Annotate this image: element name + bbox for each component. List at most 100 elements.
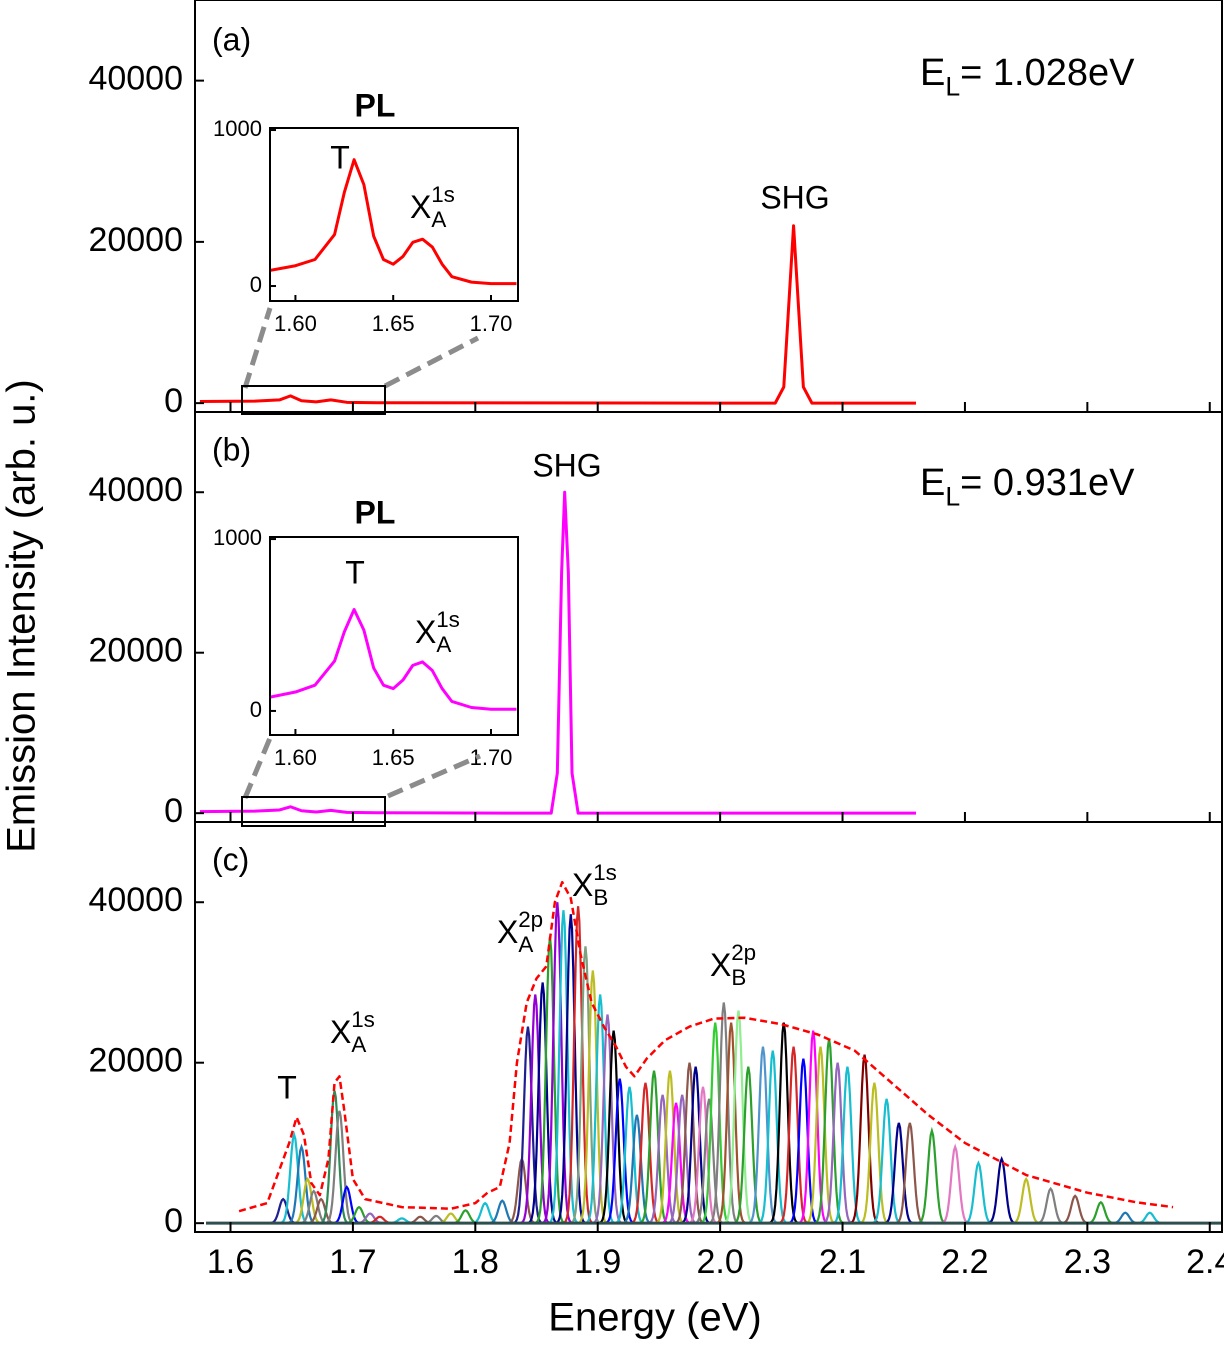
- plot-background: [270, 128, 518, 301]
- zoom-box: [241, 385, 386, 415]
- peak: [658, 1102, 694, 1225]
- annotation: (b): [212, 431, 251, 467]
- annotation-sup: 1s: [431, 182, 455, 207]
- inset-title: PL: [355, 87, 396, 123]
- peak: [830, 1066, 865, 1225]
- x-tick-label: 2.3: [1064, 1243, 1111, 1281]
- annotation: T: [345, 554, 365, 590]
- y-tick-label: 20000: [88, 221, 183, 259]
- peak: [678, 1066, 713, 1225]
- y-tick-label: 1000: [213, 525, 262, 550]
- annotation-base: E: [920, 52, 945, 94]
- annotation-sub: B: [731, 965, 746, 990]
- peak: [602, 1078, 637, 1225]
- y-tick-label: 0: [250, 697, 262, 722]
- x-tick-label: 1.60: [274, 311, 317, 336]
- y-tick-label: 0: [164, 792, 183, 830]
- peak: [713, 1022, 749, 1225]
- x-tick-label: 1.65: [372, 311, 415, 336]
- zoom-line: [383, 335, 480, 389]
- annotation-sub: L: [945, 71, 960, 101]
- annotation-sub: L: [945, 481, 960, 511]
- y-tick-label: 0: [164, 382, 183, 420]
- zoom-guides: [242, 307, 481, 799]
- peak: [685, 1086, 721, 1225]
- peak: [755, 1050, 790, 1225]
- annotation: EL= 1.028eV: [920, 52, 1135, 101]
- x-tick-label: 2.2: [941, 1243, 988, 1281]
- peak: [575, 970, 611, 1225]
- zoom-line: [387, 753, 481, 799]
- panel: 0 20000 40000 Emission Intensity (arb. u.) (…: [0, 379, 1223, 853]
- x-tick-label: 1.8: [452, 1243, 499, 1281]
- peak: [665, 1094, 700, 1225]
- y-tick-label: 40000: [88, 471, 183, 509]
- peak: [645, 1094, 680, 1225]
- annotation-sup: 1s: [436, 607, 460, 632]
- peak: [628, 1082, 663, 1225]
- peak: [582, 994, 618, 1225]
- y-tick-label: 1000: [213, 116, 262, 141]
- x-tick-label: 1.9: [574, 1243, 621, 1281]
- line: [270, 158, 517, 286]
- y-tick-label: 20000: [88, 632, 183, 670]
- x-tick-label: 1.7: [329, 1243, 376, 1281]
- annotation-base: X: [497, 914, 518, 950]
- line: [199, 490, 916, 815]
- peak: [518, 994, 553, 1225]
- annotation-base: X: [415, 614, 436, 650]
- annotation-sub: A: [436, 632, 451, 657]
- peak: [820, 1062, 855, 1225]
- zoom-line: [242, 307, 273, 389]
- annotation: XA1s: [410, 182, 455, 232]
- annotation: T: [277, 1069, 297, 1105]
- annotation: (c): [212, 841, 249, 877]
- y-tick-label: 40000: [88, 60, 183, 98]
- line: [238, 880, 1174, 1213]
- plot-area: [199, 224, 916, 405]
- annotation: T: [330, 139, 350, 175]
- panel: 0 20000 40000 (a) EL= 1.028eV SHG: [88, 0, 1223, 420]
- annotation-sub: B: [593, 885, 608, 910]
- annotation-text: = 1.028eV: [960, 52, 1135, 94]
- peak: [803, 1046, 838, 1225]
- y-tick-label: 0: [250, 272, 262, 297]
- line: [270, 608, 517, 711]
- plot-background: [270, 537, 518, 735]
- annotation: (a): [212, 21, 251, 57]
- annotation-base: X: [410, 189, 431, 225]
- peak: [795, 1030, 831, 1225]
- frame: [194, 821, 1223, 1233]
- peak: [619, 1114, 655, 1225]
- y-axis-label: Emission Intensity (arb. u.): [0, 379, 44, 853]
- annotation-sup: 1s: [351, 1007, 375, 1032]
- peak: [745, 1046, 781, 1225]
- plot-area: [270, 608, 517, 711]
- annotation: SHG: [532, 447, 601, 483]
- annotation-text: = 0.931eV: [960, 462, 1135, 504]
- panel: 0 20000 40000 1.6 1.7 1.8 1.9 2.0 2.1 2.2 2.3 2.4 En…: [88, 821, 1224, 1340]
- plot-area: [206, 880, 1222, 1225]
- annotation-base: X: [572, 867, 593, 903]
- annotation: XB2p: [710, 940, 756, 990]
- peak: [510, 1026, 546, 1225]
- annotation-base: X: [330, 1014, 351, 1050]
- peak: [881, 1122, 916, 1225]
- peak: [721, 1010, 756, 1225]
- peak: [786, 1058, 821, 1225]
- annotation-sub: A: [431, 207, 446, 232]
- annotation-sup: 1s: [593, 860, 617, 885]
- peak: [672, 1062, 707, 1225]
- plot-area: [199, 490, 916, 815]
- y-tick-label: 20000: [88, 1042, 183, 1080]
- inset-title: PL: [355, 494, 396, 530]
- x-tick-label: 1.6: [207, 1243, 254, 1281]
- annotation-sub: A: [351, 1032, 366, 1057]
- annotation-sub: A: [518, 932, 533, 957]
- peak: [612, 1086, 647, 1225]
- x-tick-label: 1.70: [470, 311, 513, 336]
- y-tick-label: 40000: [88, 881, 183, 919]
